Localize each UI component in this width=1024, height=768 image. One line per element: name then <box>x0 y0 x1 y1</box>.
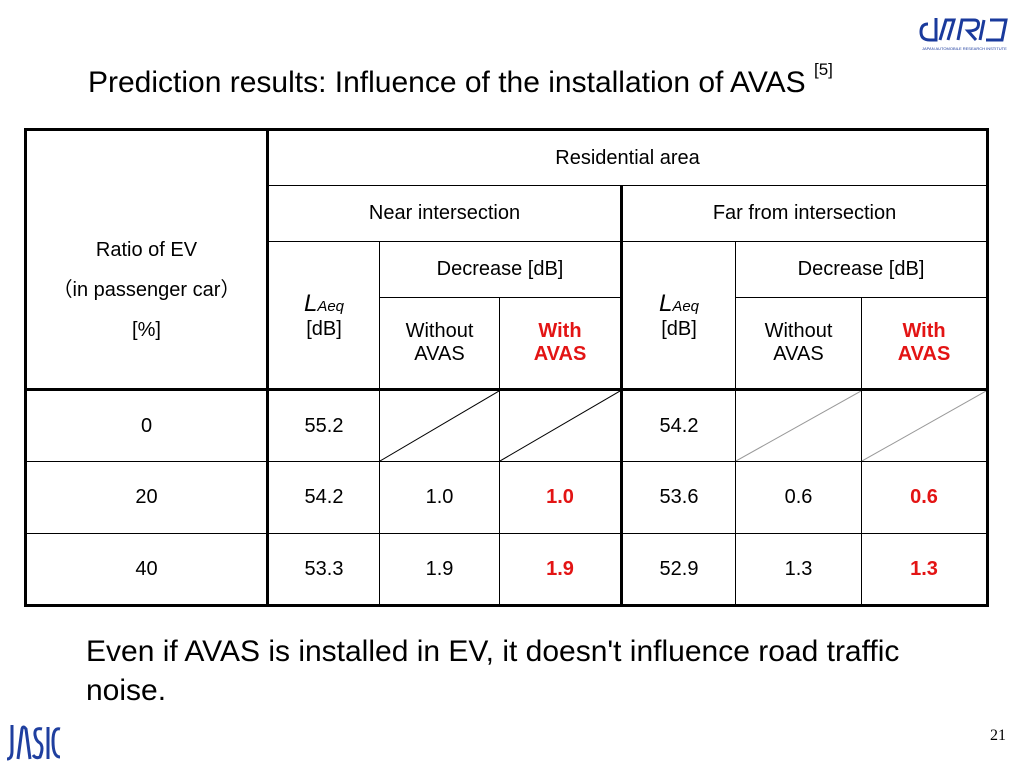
far-with-cell-empty <box>860 389 989 462</box>
ratio-cell: 20 <box>25 461 269 534</box>
near-without-avas-header: Without AVAS <box>379 297 500 391</box>
near-with-cell: 1.0 <box>499 461 623 534</box>
far-without-avas-header: Without AVAS <box>735 297 862 391</box>
jasic-logo <box>6 725 61 761</box>
near-laeq-header: LAeq [dB] <box>267 241 380 391</box>
residential-area-header: Residential area <box>266 129 989 186</box>
near-decrease-header: Decrease [dB] <box>379 241 623 298</box>
far-with-cell: 0.6 <box>860 461 989 534</box>
ratio-cell: 0 <box>25 389 269 462</box>
results-table: Ratio of EV （in passenger car） [%] Resid… <box>24 128 990 607</box>
near-intersection-header: Near intersection <box>267 185 623 242</box>
conclusion-text: Even if AVAS is installed in EV, it does… <box>86 635 900 707</box>
ratio-of-ev-header: Ratio of EV （in passenger car） [%] <box>25 129 269 391</box>
near-with-cell-empty <box>499 389 623 462</box>
far-laeq-header: LAeq [dB] <box>621 241 736 391</box>
far-laeq-cell: 54.2 <box>621 389 736 462</box>
near-without-cell: 1.0 <box>379 461 500 534</box>
far-with-avas-header: With AVAS <box>860 297 989 391</box>
far-without-cell-empty <box>735 389 862 462</box>
near-laeq-cell: 54.2 <box>267 461 380 534</box>
near-with-cell: 1.9 <box>499 533 623 606</box>
jari-logo: JAPAN AUTOMOBILE RESEARCH INSTITUTE <box>919 18 1008 51</box>
near-with-avas-header: With AVAS <box>499 297 623 391</box>
near-laeq-cell: 53.3 <box>267 533 380 606</box>
near-laeq-cell: 55.2 <box>267 389 380 462</box>
title-reference: [5] <box>813 60 833 79</box>
far-laeq-cell: 52.9 <box>621 533 736 606</box>
ratio-cell: 40 <box>25 533 269 606</box>
far-intersection-header: Far from intersection <box>620 185 989 242</box>
near-without-cell: 1.9 <box>379 533 500 606</box>
near-without-cell-empty <box>379 389 500 462</box>
far-with-cell: 1.3 <box>860 533 989 606</box>
table-row: 40 53.3 1.9 1.9 52.9 1.3 1.3 <box>25 533 989 606</box>
far-without-cell: 1.3 <box>735 533 862 606</box>
page-number: 21 <box>990 727 1006 744</box>
far-without-cell: 0.6 <box>735 461 862 534</box>
svg-text:JAPAN AUTOMOBILE RESEARCH INST: JAPAN AUTOMOBILE RESEARCH INSTITUTE <box>922 46 1007 51</box>
far-laeq-cell: 53.6 <box>621 461 736 534</box>
slide-title: Prediction results: Influence of the ins… <box>88 60 833 99</box>
table-row: 0 55.2 54.2 <box>25 389 989 462</box>
table-row: 20 54.2 1.0 1.0 53.6 0.6 0.6 <box>25 461 989 534</box>
far-decrease-header: Decrease [dB] <box>734 241 989 298</box>
